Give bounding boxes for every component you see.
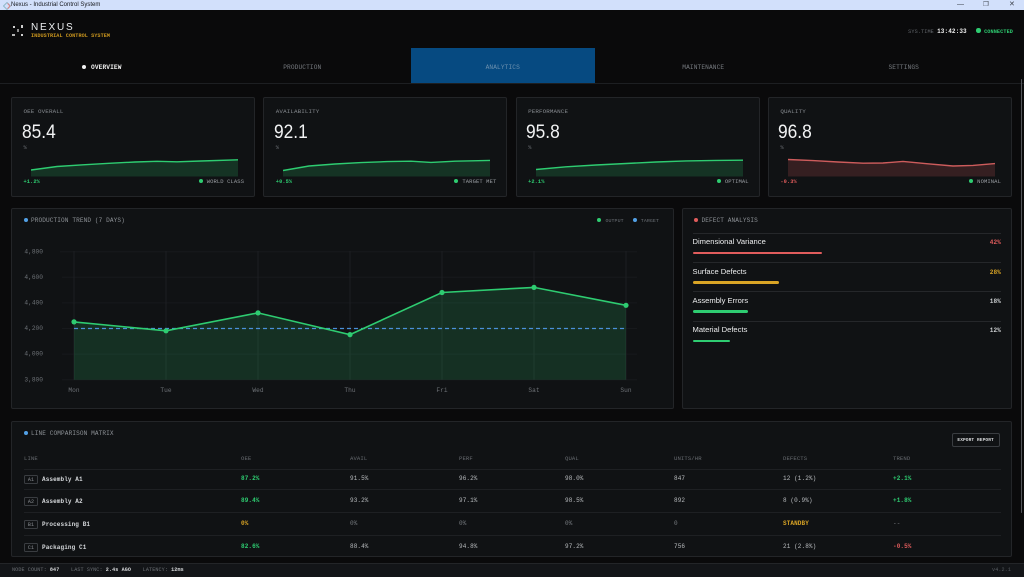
- svg-text:4,600: 4,600: [24, 274, 43, 281]
- svg-text:Thu: Thu: [344, 387, 355, 394]
- svg-text:Wed: Wed: [252, 387, 263, 394]
- svg-text:Mon: Mon: [68, 387, 79, 394]
- svg-text:4,200: 4,200: [24, 325, 43, 332]
- svg-text:Sat: Sat: [528, 387, 539, 394]
- svg-text:4,000: 4,000: [24, 351, 43, 358]
- svg-text:4,800: 4,800: [24, 248, 43, 255]
- svg-text:3,800: 3,800: [24, 376, 43, 383]
- svg-text:Sun: Sun: [620, 387, 631, 394]
- svg-text:Fri: Fri: [436, 387, 447, 394]
- svg-text:4,400: 4,400: [24, 300, 43, 307]
- svg-text:Tue: Tue: [160, 387, 171, 394]
